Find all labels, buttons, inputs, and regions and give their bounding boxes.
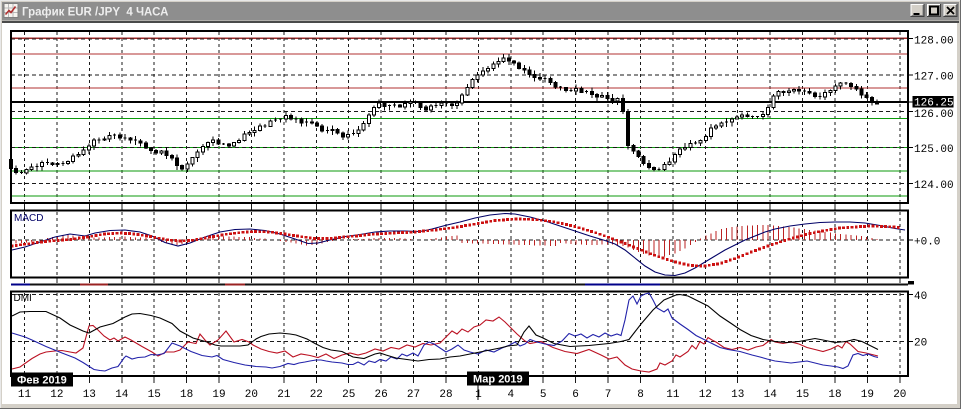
- svg-text:7: 7: [605, 389, 612, 401]
- svg-text:126.25: 126.25: [914, 98, 954, 110]
- svg-text:MACD: MACD: [14, 213, 43, 224]
- svg-text:26: 26: [374, 389, 387, 401]
- svg-text:13: 13: [731, 389, 744, 401]
- svg-text:11: 11: [18, 389, 32, 401]
- svg-text:12: 12: [50, 389, 63, 401]
- svg-text:Фев 2019: Фев 2019: [17, 375, 67, 387]
- svg-text:27: 27: [407, 389, 420, 401]
- svg-text:11: 11: [666, 389, 680, 401]
- svg-text:21: 21: [277, 389, 291, 401]
- svg-text:126.00: 126.00: [914, 109, 954, 121]
- svg-text:14: 14: [115, 389, 129, 401]
- svg-text:128.00: 128.00: [914, 36, 954, 48]
- svg-text:19: 19: [212, 389, 225, 401]
- svg-text:1: 1: [475, 389, 482, 401]
- svg-text:20: 20: [914, 338, 927, 350]
- svg-text:12: 12: [699, 389, 712, 401]
- svg-text:124.00: 124.00: [914, 180, 954, 192]
- svg-text:19: 19: [861, 389, 874, 401]
- svg-text:40: 40: [914, 291, 927, 303]
- svg-text:15: 15: [796, 389, 809, 401]
- svg-text:127.00: 127.00: [914, 72, 954, 84]
- svg-text:5: 5: [540, 389, 547, 401]
- svg-text:18: 18: [828, 389, 841, 401]
- svg-text:8: 8: [637, 389, 644, 401]
- svg-text:Мар 2019: Мар 2019: [473, 374, 523, 386]
- svg-text:+0.0: +0.0: [914, 237, 940, 249]
- svg-text:6: 6: [572, 389, 579, 401]
- svg-text:График EUR /JPY 4 ЧАСА: График EUR /JPY 4 ЧАСА: [22, 7, 168, 19]
- svg-text:20: 20: [245, 389, 258, 401]
- svg-text:4: 4: [507, 389, 514, 401]
- svg-text:15: 15: [148, 389, 161, 401]
- svg-text:28: 28: [439, 389, 452, 401]
- svg-text:DMI: DMI: [14, 293, 32, 304]
- svg-text:13: 13: [83, 389, 96, 401]
- svg-text:125.00: 125.00: [914, 144, 954, 156]
- svg-text:20: 20: [893, 389, 906, 401]
- svg-text:14: 14: [764, 389, 778, 401]
- svg-text:25: 25: [342, 389, 355, 401]
- svg-text:22: 22: [310, 389, 323, 401]
- svg-text:18: 18: [180, 389, 193, 401]
